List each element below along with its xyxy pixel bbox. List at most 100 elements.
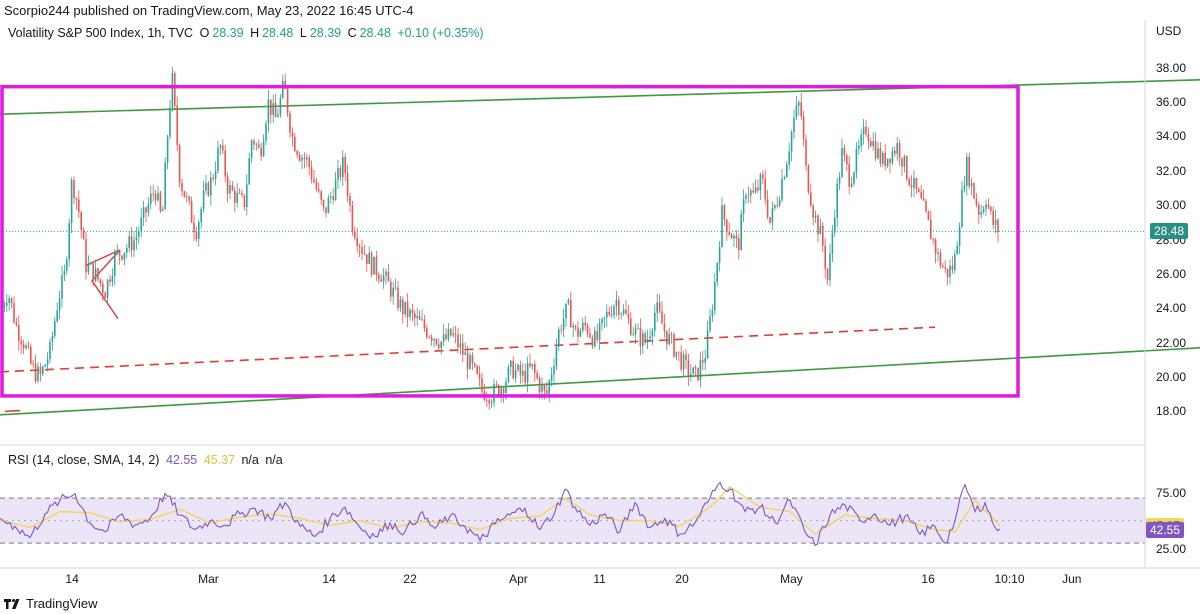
candle — [63, 264, 66, 282]
candle — [114, 249, 116, 286]
candle — [560, 324, 562, 334]
candle — [322, 199, 325, 212]
candle — [423, 315, 426, 333]
candle — [104, 291, 106, 298]
candle — [75, 197, 78, 210]
candle — [116, 243, 118, 256]
candle — [601, 317, 603, 331]
publisher-caption: Scorpio244 published on TradingView.com,… — [4, 3, 414, 18]
candle — [798, 100, 800, 116]
candle — [8, 295, 10, 311]
candle — [956, 241, 958, 255]
symbol-legend[interactable]: Volatility S&P 500 Index, 1h, TVC O 28.39… — [8, 26, 487, 40]
candle — [702, 351, 704, 371]
candle — [586, 322, 589, 338]
candle — [637, 323, 639, 330]
candle — [898, 139, 901, 166]
candle — [975, 193, 978, 208]
candle — [373, 256, 375, 275]
candle — [589, 327, 591, 339]
candle — [404, 301, 406, 318]
candle — [344, 153, 346, 182]
candle — [349, 192, 351, 213]
candle — [944, 259, 946, 274]
candle — [932, 237, 934, 245]
candle — [270, 99, 272, 124]
candle — [147, 197, 150, 217]
candle — [735, 230, 738, 249]
x-tick-label: Jun — [1062, 572, 1082, 586]
candle — [874, 132, 877, 162]
candle — [750, 188, 752, 204]
candle — [32, 359, 34, 368]
candle — [812, 203, 814, 226]
candle — [682, 350, 685, 377]
candle — [934, 237, 937, 264]
candle — [133, 231, 135, 258]
rsi-legend[interactable]: RSI (14, close, SMA, 14, 2) 42.55 45.37 … — [8, 453, 286, 467]
candle — [433, 338, 435, 348]
candle — [200, 206, 202, 229]
candle — [850, 177, 853, 189]
candle — [584, 315, 586, 331]
candle — [159, 190, 162, 213]
candle — [102, 280, 104, 302]
candle — [675, 351, 678, 361]
candle — [382, 268, 385, 289]
candle — [610, 305, 613, 318]
candle — [459, 333, 462, 355]
candle — [846, 153, 848, 172]
candle — [267, 89, 270, 133]
candle — [478, 365, 481, 387]
candle — [766, 190, 769, 220]
candle — [49, 338, 51, 364]
candle — [399, 295, 402, 313]
close-label: C — [347, 26, 357, 40]
candle — [817, 213, 819, 243]
open-value: 28.39 — [212, 26, 244, 40]
candle — [366, 254, 368, 272]
candle — [66, 256, 68, 275]
y-tick-label: 18.00 — [1156, 404, 1187, 419]
candle — [481, 372, 483, 399]
candle — [20, 336, 22, 355]
candle — [565, 303, 567, 327]
candle — [930, 210, 932, 240]
candle — [978, 202, 980, 225]
candle — [718, 241, 721, 272]
candle — [238, 188, 241, 194]
candle — [164, 157, 166, 210]
candle — [922, 189, 925, 201]
candle — [234, 186, 236, 213]
candle — [500, 385, 502, 403]
candle — [337, 159, 339, 190]
candle — [346, 164, 349, 203]
y-tick-label: 34.00 — [1156, 129, 1187, 144]
candle — [454, 325, 457, 344]
candle — [226, 172, 229, 203]
candle — [188, 195, 190, 206]
candle — [109, 274, 111, 287]
candle — [94, 259, 97, 283]
candle — [368, 246, 370, 265]
candle — [452, 326, 454, 338]
candle — [387, 264, 390, 282]
candle — [838, 172, 841, 191]
candle — [354, 226, 356, 241]
candle — [430, 334, 433, 346]
candle — [385, 268, 387, 285]
candle — [97, 267, 99, 283]
box-layer — [0, 84, 1020, 398]
x-tick-label: May — [780, 572, 803, 586]
candle — [826, 267, 829, 285]
candle — [13, 296, 15, 324]
candle — [570, 291, 572, 328]
candle — [34, 354, 37, 384]
candle — [613, 304, 615, 319]
candle — [279, 93, 282, 118]
x-tick-label: 14 — [65, 572, 79, 586]
candle — [212, 173, 214, 183]
candle — [334, 171, 337, 201]
candle — [961, 180, 963, 228]
